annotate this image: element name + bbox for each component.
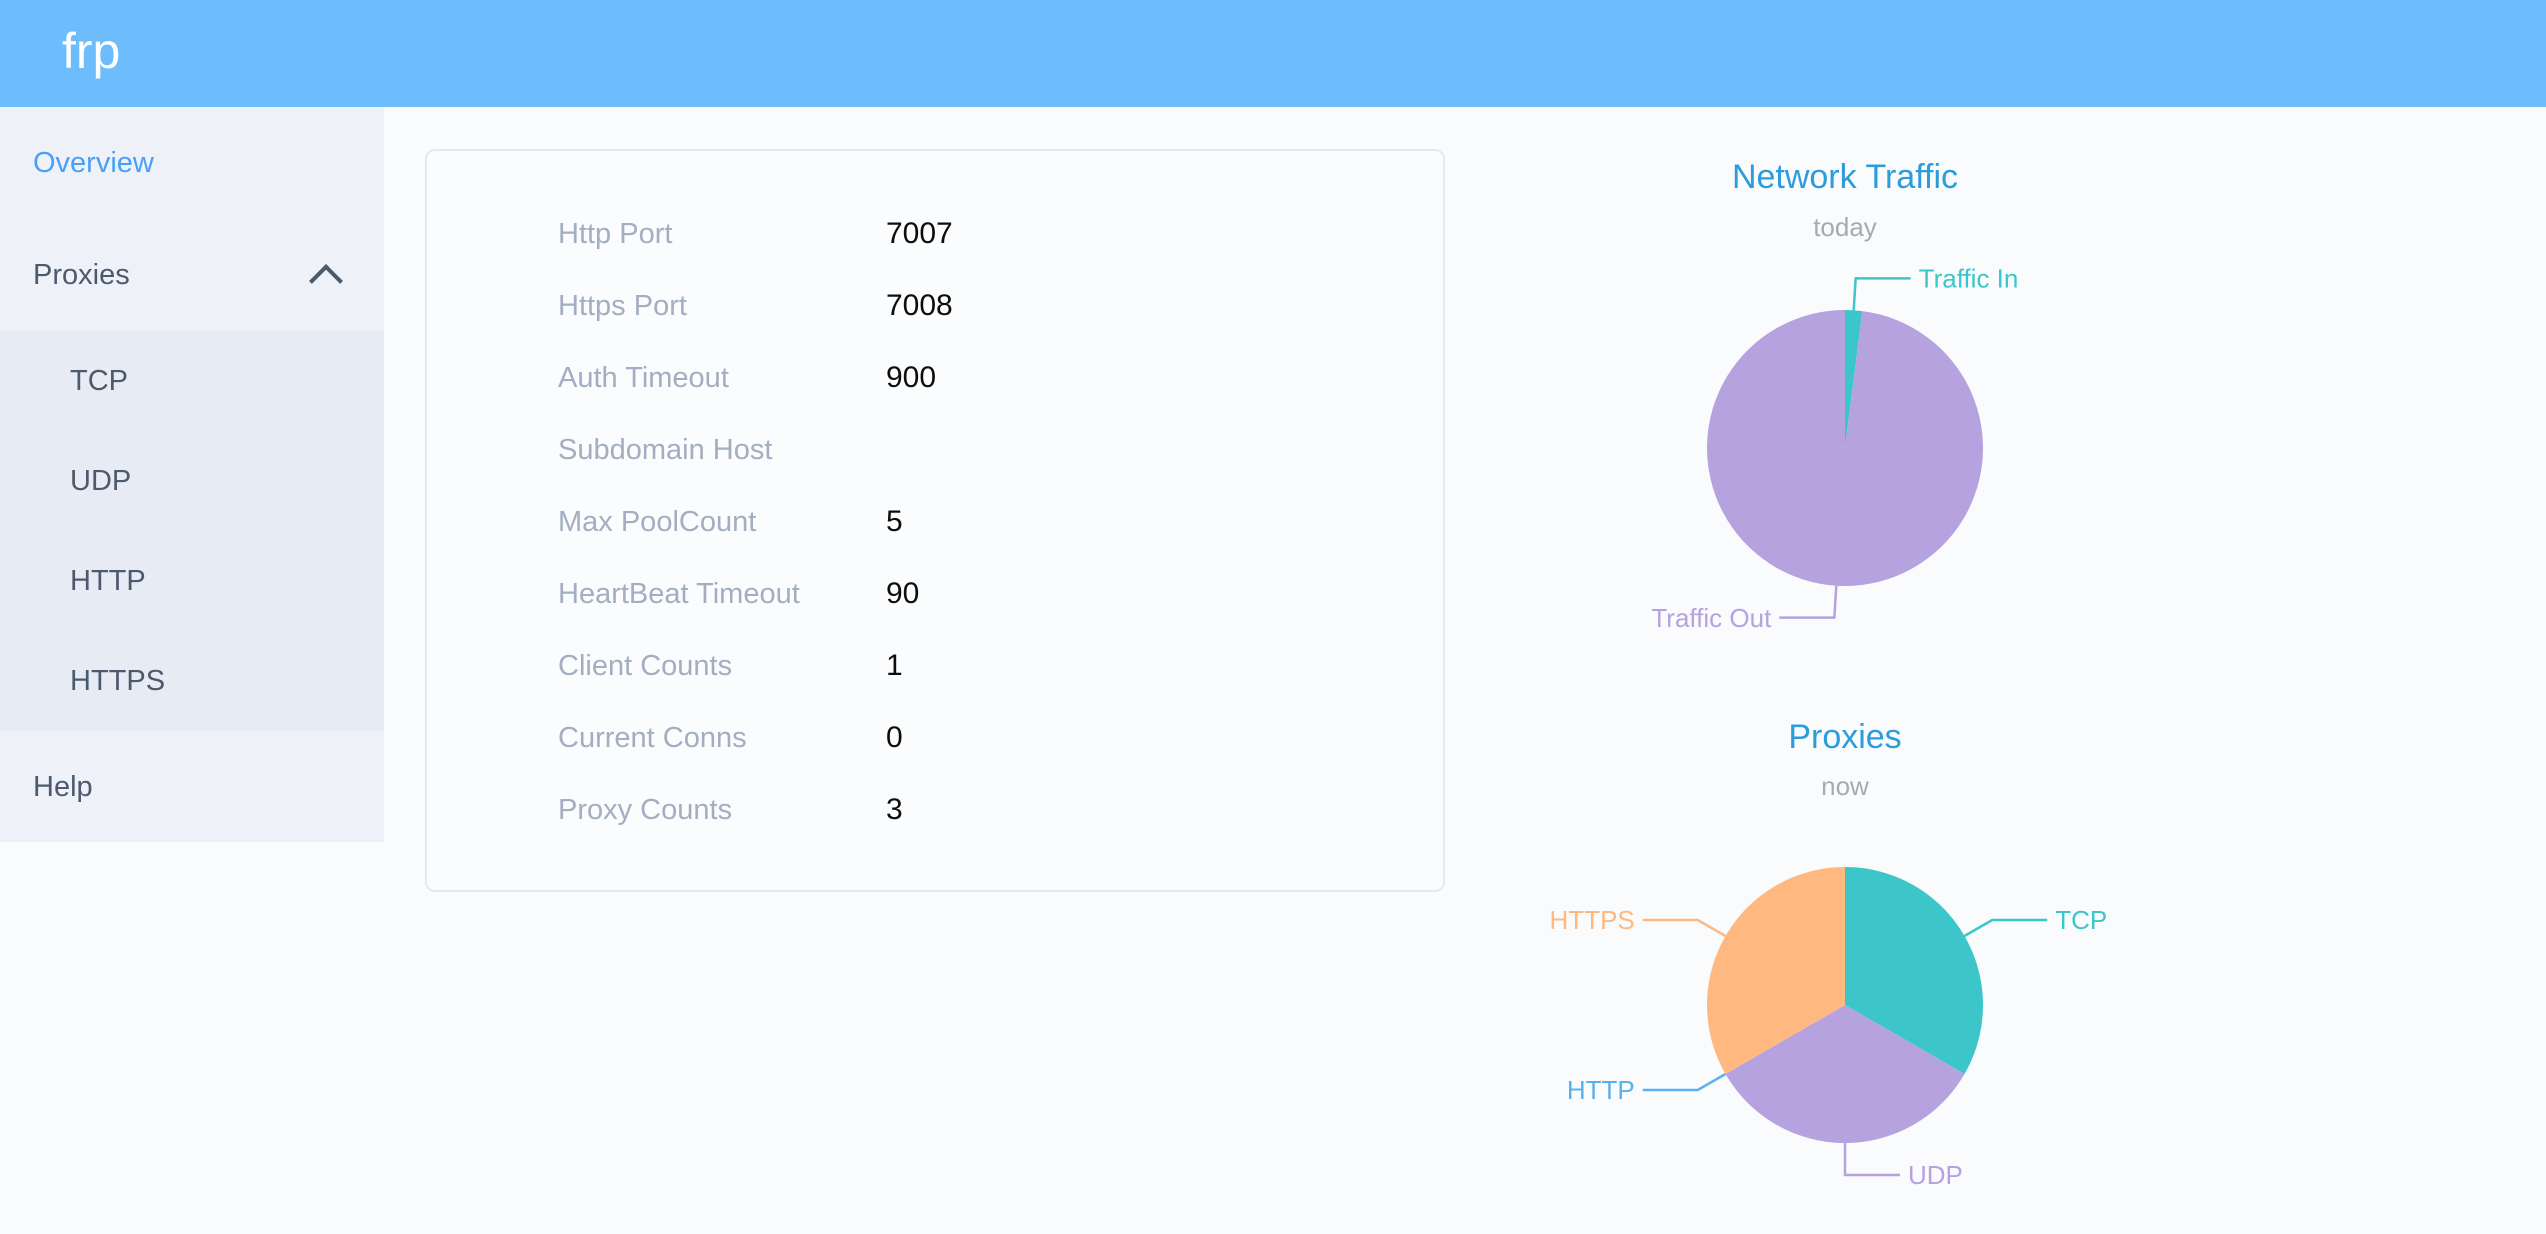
- config-label: Current Conns: [558, 721, 747, 754]
- sidebar-item-https[interactable]: HTTPS: [0, 631, 384, 731]
- sidebar-item-proxies[interactable]: Proxies: [0, 219, 384, 331]
- sidebar-item-label: HTTP: [70, 564, 146, 597]
- sidebar-item-http[interactable]: HTTP: [0, 531, 384, 631]
- network-traffic-chart-title: Network Traffic: [1731, 158, 1959, 196]
- chevron-up-icon: [309, 264, 343, 298]
- config-label: Max PoolCount: [558, 505, 757, 538]
- config-label: Http Port: [558, 217, 673, 250]
- app-header: frp: [0, 0, 2546, 107]
- sidebar-submenu-proxies: TCP UDP HTTP HTTPS: [0, 331, 384, 731]
- config-label: Subdomain Host: [558, 433, 773, 466]
- pie-label-line-traffic-in: [1852, 277, 1911, 311]
- config-row-client-counts: Client Counts 1: [427, 630, 1443, 702]
- sidebar-item-label: Proxies: [33, 258, 130, 291]
- proxies-chart-title: Proxies: [1788, 718, 1902, 756]
- pie-slice-tcp[interactable]: [1845, 867, 1983, 1074]
- config-row-max-poolcount: Max PoolCount 5: [427, 486, 1443, 558]
- pie-label-http: HTTP: [1567, 1075, 1635, 1105]
- config-label: Client Counts: [558, 649, 733, 682]
- pie-label-line-udp: [1843, 1143, 1900, 1177]
- pie-label-line-https: [1642, 918, 1727, 938]
- config-value: 90: [886, 577, 920, 610]
- app-logo: frp: [62, 23, 121, 79]
- config-value: 1: [886, 649, 903, 682]
- pie-slice-https[interactable]: [1707, 867, 1845, 1074]
- network-traffic-chart-subtitle: today: [1813, 212, 1877, 242]
- config-row-proxy-counts: Proxy Counts 3: [427, 774, 1443, 846]
- config-value: 900: [886, 361, 937, 394]
- pie-label-udp: UDP: [1908, 1160, 1963, 1190]
- sidebar-item-label: TCP: [70, 364, 128, 397]
- server-config-card: Http Port 7007 Https Port 7008 Auth Time…: [425, 149, 1445, 892]
- sidebar-item-label: Overview: [33, 146, 154, 179]
- sidebar-item-label: Help: [33, 770, 93, 803]
- sidebar-item-label: UDP: [70, 464, 132, 497]
- config-row-heartbeat-timeout: HeartBeat Timeout 90: [427, 558, 1443, 630]
- server-config-rows: Http Port 7007 Https Port 7008 Auth Time…: [427, 151, 1443, 846]
- proxies-chart-subtitle: now: [1821, 771, 1869, 801]
- sidebar-item-overview[interactable]: Overview: [0, 107, 384, 219]
- config-row-subdomain-host: Subdomain Host: [427, 414, 1443, 486]
- pie-label-line-traffic-out: [1779, 585, 1838, 619]
- pie-label-tcp: TCP: [2055, 905, 2107, 935]
- config-row-auth-timeout: Auth Timeout 900: [427, 342, 1443, 414]
- proxies-pie-chart: TCP UDP HTTP HTTPS: [1550, 867, 2107, 1190]
- sidebar-item-help[interactable]: Help: [0, 731, 384, 843]
- pie-slice-traffic-in[interactable]: [1845, 310, 1863, 448]
- config-value: 7007: [886, 217, 953, 250]
- sidebar-item-label: HTTPS: [70, 664, 166, 697]
- pie-label-line-http: [1642, 1072, 1727, 1092]
- network-traffic-pie-chart: Traffic In Traffic Out: [1651, 263, 2019, 633]
- sidebar-item-tcp[interactable]: TCP: [0, 331, 384, 431]
- pie-label-line-tcp: [1963, 918, 2048, 938]
- config-value: 3: [886, 793, 903, 826]
- pie-label-traffic-out: Traffic Out: [1651, 603, 1772, 633]
- sidebar: Overview Proxies TCP UDP HTTP HTTPS Help: [0, 107, 384, 842]
- config-value: 5: [886, 505, 903, 538]
- pie-slice-traffic-out[interactable]: [1707, 310, 1983, 586]
- config-label: Auth Timeout: [558, 361, 729, 394]
- pie-label-https: HTTPS: [1550, 905, 1635, 935]
- config-label: HeartBeat Timeout: [558, 577, 800, 610]
- config-row-https-port: Https Port 7008: [427, 270, 1443, 342]
- config-row-current-conns: Current Conns 0: [427, 702, 1443, 774]
- config-row-http-port: Http Port 7007: [427, 198, 1443, 270]
- config-value: 7008: [886, 289, 953, 322]
- pie-label-traffic-in: Traffic In: [1919, 263, 2019, 293]
- sidebar-item-udp[interactable]: UDP: [0, 431, 384, 531]
- config-value: 0: [886, 721, 903, 754]
- pie-slice-udp[interactable]: [1725, 1005, 1965, 1143]
- config-label: Proxy Counts: [558, 793, 733, 826]
- config-label: Https Port: [558, 289, 687, 322]
